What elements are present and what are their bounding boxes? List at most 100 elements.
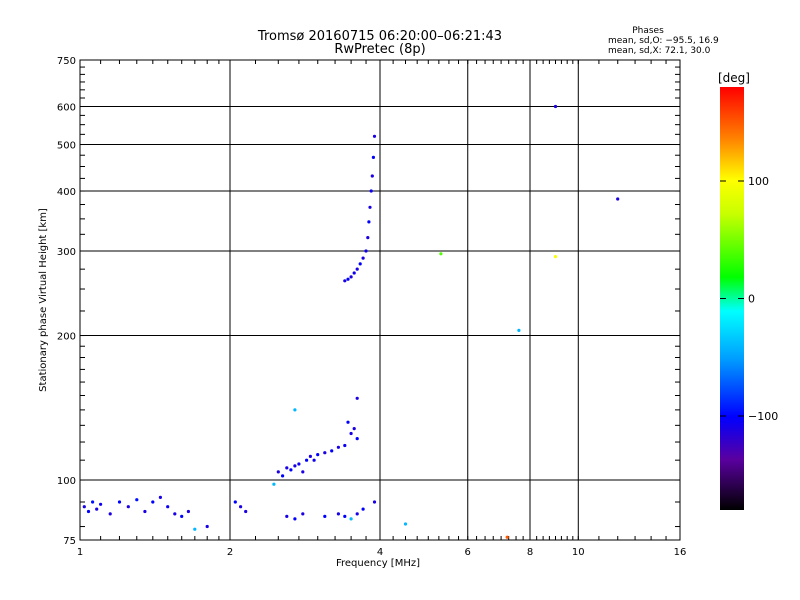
data-point [352, 427, 356, 431]
data-point [166, 505, 170, 509]
x-tick-label: 6 [465, 547, 471, 558]
data-point [151, 500, 155, 504]
x-axis-label: Frequency [MHz] [336, 558, 420, 569]
data-point [364, 249, 368, 253]
data-point [343, 279, 347, 283]
chart-title: Tromsø 20160715 06:20:00–06:21:43 [257, 29, 502, 44]
data-point [91, 500, 95, 504]
y-tick-label: 500 [57, 141, 76, 152]
data-point [349, 275, 353, 279]
y-tick-label: 75 [63, 536, 76, 547]
data-point [343, 514, 347, 519]
data-point [99, 502, 103, 506]
data-point [135, 498, 139, 502]
y-tick-label: 200 [57, 332, 76, 343]
data-point [553, 255, 558, 259]
x-tick-label: 1 [77, 547, 83, 558]
colorbar-tick-label: 100 [748, 175, 769, 188]
data-point [355, 437, 359, 441]
data-point [553, 104, 558, 109]
data-point [285, 514, 289, 519]
data-point [323, 451, 327, 455]
chart-subtitle: RwPretec (8p) [334, 42, 425, 57]
colorbar-tick-label: 0 [748, 293, 755, 306]
data-point [293, 517, 297, 521]
data-points [82, 104, 620, 539]
data-point [316, 453, 320, 457]
data-point [372, 134, 377, 138]
data-point [346, 277, 350, 281]
data-point [289, 468, 293, 472]
data-point [336, 445, 340, 449]
data-point [355, 396, 359, 400]
data-point [233, 500, 237, 504]
data-point [343, 443, 347, 448]
data-point [297, 462, 301, 466]
data-point [517, 328, 521, 332]
phases-line-x: mean, sd,X: 72.1, 30.0 [608, 46, 711, 56]
data-point [366, 236, 370, 240]
axis-ticks [80, 60, 680, 540]
data-point [308, 454, 312, 458]
phases-line-o: mean, sd,O: −95.5, 16.9 [608, 36, 719, 46]
colorbar-label: [deg] [718, 71, 750, 85]
data-point [193, 527, 197, 531]
data-point [371, 155, 375, 159]
data-point [370, 174, 374, 178]
data-point [272, 482, 276, 486]
data-point [346, 420, 350, 424]
y-tick-labels: 75 100 200 300 400 500 600 750 [57, 56, 76, 547]
data-point [158, 495, 162, 499]
y-tick-label: 750 [57, 56, 76, 67]
data-point [301, 512, 305, 516]
y-axis-label: Stationary phase Virtual Height [km] [38, 208, 49, 392]
data-point [369, 189, 373, 193]
data-point [361, 507, 365, 511]
data-point [372, 500, 377, 504]
data-point [126, 505, 130, 509]
data-point [305, 458, 309, 462]
x-tick-label: 2 [227, 547, 233, 558]
data-point [117, 500, 122, 504]
phases-title: Phases [632, 26, 664, 36]
data-point [323, 514, 327, 519]
data-point [367, 220, 371, 224]
data-point [368, 205, 372, 209]
data-point [301, 470, 305, 474]
data-point [180, 514, 184, 519]
data-point [358, 262, 362, 266]
data-point [285, 466, 289, 470]
data-point [616, 197, 620, 201]
data-point [95, 507, 99, 511]
data-point [336, 512, 340, 516]
data-point [281, 474, 285, 478]
data-point [205, 524, 209, 529]
x-tick-label: 16 [674, 547, 687, 558]
data-point [293, 464, 297, 468]
data-point [312, 458, 316, 462]
data-point [403, 522, 408, 526]
colorbar-ticks: 100 0 −100 [720, 175, 778, 423]
data-point [361, 256, 365, 260]
data-point [352, 271, 356, 275]
colorbar-tick-label: −100 [748, 410, 778, 423]
data-point [276, 470, 280, 474]
data-point [349, 517, 353, 521]
data-point [244, 509, 248, 514]
x-tick-label: 10 [572, 547, 585, 558]
data-point [186, 509, 190, 514]
data-point [505, 535, 509, 539]
data-point [173, 512, 177, 516]
data-point [143, 509, 147, 514]
x-tick-label: 8 [527, 547, 533, 558]
data-point [439, 252, 443, 256]
data-point [239, 505, 243, 509]
data-point [355, 512, 359, 516]
data-point [82, 505, 86, 509]
data-point [349, 431, 353, 436]
grid-lines [80, 60, 680, 540]
y-tick-label: 100 [57, 476, 76, 487]
y-tick-label: 600 [57, 103, 76, 114]
y-tick-label: 400 [57, 187, 76, 198]
